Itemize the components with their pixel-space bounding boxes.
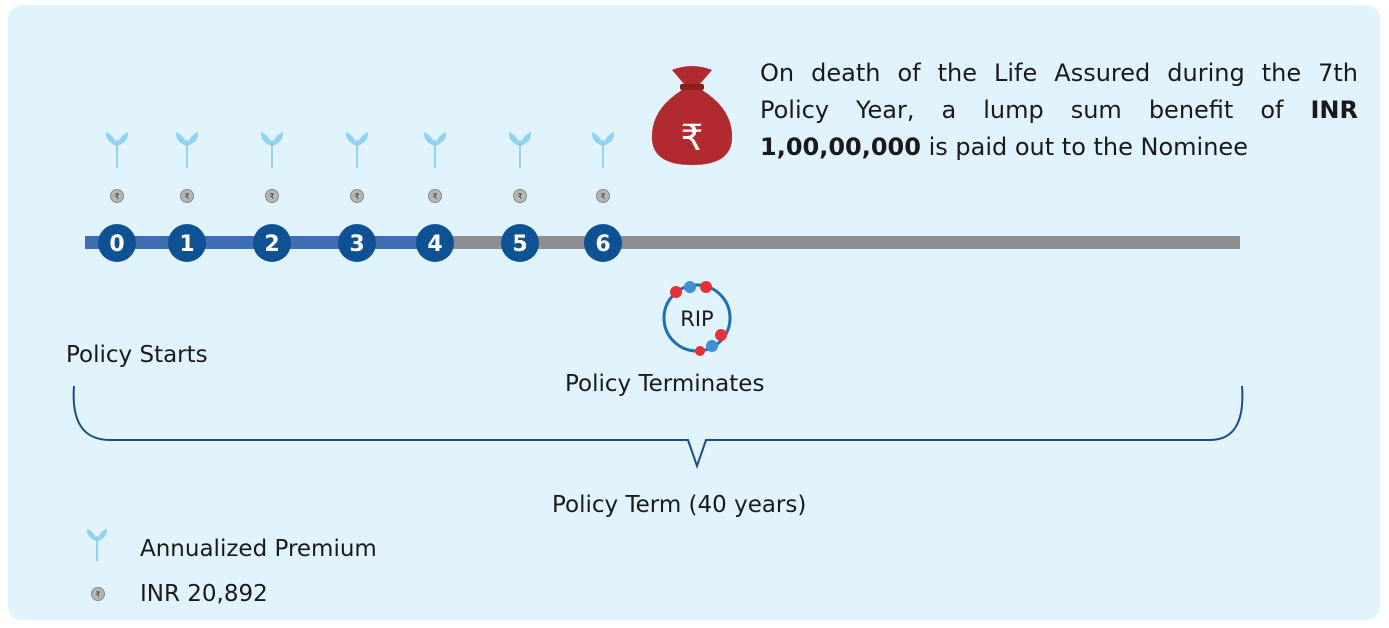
coin-symbol: ₹ xyxy=(355,192,360,201)
sprout-leaf xyxy=(87,529,97,542)
death-benefit-text: On death of the Life Assured during the … xyxy=(760,55,1358,166)
sprout-leaf xyxy=(592,132,603,146)
sprout-leaf xyxy=(261,132,272,146)
death-text: is paid out to the Nominee xyxy=(929,133,1248,161)
sprout-leaf xyxy=(187,132,198,146)
policy-terminates: Policy Terminates xyxy=(565,371,764,397)
coin-symbol: ₹ xyxy=(433,192,438,201)
legend-amount: INR 20,892 xyxy=(140,581,268,607)
legend-icons xyxy=(87,529,107,561)
year-label: 5 xyxy=(512,232,527,257)
sprout-leaf xyxy=(176,132,187,146)
sprout-leaf xyxy=(106,132,117,146)
policy-starts: Policy Starts xyxy=(66,342,208,368)
sprout-leaf xyxy=(117,132,128,146)
sprout-leaf xyxy=(346,132,357,146)
year-label: 2 xyxy=(264,232,279,257)
term-brace xyxy=(74,386,1243,466)
legend-premium: Annualized Premium xyxy=(140,536,377,562)
money-bag: ₹ xyxy=(652,66,732,165)
sprout-leaf xyxy=(603,132,614,146)
coin-symbol: ₹ xyxy=(518,192,523,201)
coin-symbol: ₹ xyxy=(96,590,101,599)
coin-symbol: ₹ xyxy=(115,192,120,201)
page: ₹ RIP ₹0 ₹1 ₹2 ₹3 ₹4 ₹5 ₹6 ₹ On death of the Li… xyxy=(0,0,1389,628)
rip-wreath: RIP xyxy=(664,281,730,356)
coin-symbol: ₹ xyxy=(270,192,275,201)
policy-term: Policy Term (40 years) xyxy=(552,492,806,518)
sprout-leaf xyxy=(509,132,520,146)
bag-symbol: ₹ xyxy=(681,118,704,159)
year-label: 4 xyxy=(427,232,442,257)
death-text: On death of the Life Assured during the … xyxy=(760,59,1358,124)
sprout-leaf xyxy=(272,132,283,146)
sprout-leaf xyxy=(424,132,435,146)
sprout-leaf xyxy=(435,132,446,146)
rip-label: RIP xyxy=(680,307,713,331)
sprout-leaf xyxy=(520,132,531,146)
year-label: 6 xyxy=(595,232,610,257)
year-label: 1 xyxy=(179,232,194,257)
sprout-leaf xyxy=(357,132,368,146)
coin-symbol: ₹ xyxy=(601,192,606,201)
coin-symbol: ₹ xyxy=(185,192,190,201)
year-label: 3 xyxy=(349,232,364,257)
year-label: 0 xyxy=(109,232,124,257)
sprout-leaf xyxy=(97,529,107,542)
